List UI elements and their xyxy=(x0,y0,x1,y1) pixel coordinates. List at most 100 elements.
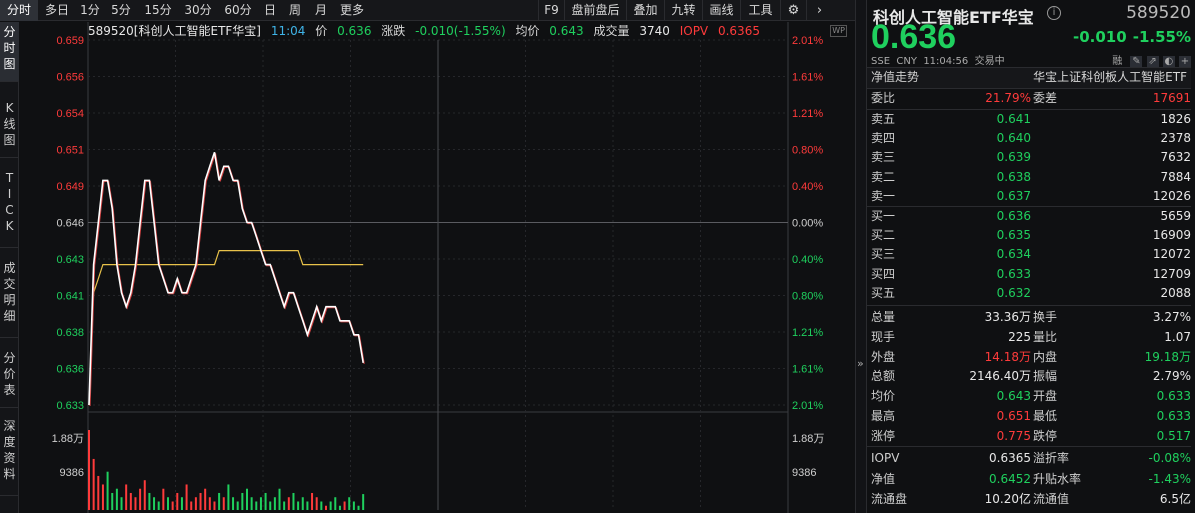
tab-60min[interactable]: 60分 xyxy=(224,3,252,17)
big-change-pct: -1.55% xyxy=(1132,28,1191,46)
pct-tick-label: 1.21% xyxy=(792,327,823,339)
stat-row: 总量 33.36万 换手 3.27% xyxy=(867,308,1191,328)
tab-month[interactable]: 月 xyxy=(314,3,327,17)
stat-value: 33.36万 xyxy=(984,310,1031,324)
volume-bar xyxy=(343,501,346,510)
nav-trend-tab[interactable]: 净值走势 xyxy=(871,70,920,84)
header-price: 0.636 xyxy=(337,24,372,38)
left-tab-price-table[interactable]: 分价表 xyxy=(0,348,19,408)
stat-value: -0.08% xyxy=(1148,451,1191,465)
ask-level-label: 卖二 xyxy=(871,169,896,184)
intraday-chart[interactable]: 589520[科创人工智能ETF华宝] 11:04 价 0.636 涨跌 -0.… xyxy=(20,22,855,513)
tab-multiday[interactable]: 多日 xyxy=(44,3,69,17)
iopv-label: IOPV xyxy=(679,24,709,38)
volume-label: 成交量 xyxy=(593,24,630,38)
ask-volume: 2378 xyxy=(1160,131,1191,146)
volume-bar xyxy=(180,497,183,510)
stat-value: 0.633 xyxy=(1156,409,1191,423)
tab-15min[interactable]: 15分 xyxy=(144,3,172,17)
header-volume: 3740 xyxy=(639,24,670,38)
pre-post-market-button[interactable]: 盘前盘后 xyxy=(564,0,626,21)
volume-bar xyxy=(199,492,202,510)
tab-more[interactable]: 更多 xyxy=(339,3,364,17)
stat-value: 0.517 xyxy=(1156,428,1191,443)
stat-value: 0.775 xyxy=(996,428,1031,443)
volume-bar xyxy=(357,505,360,510)
stat-value: -1.43% xyxy=(1148,471,1191,486)
stat-value: 2.79% xyxy=(1152,369,1191,384)
volume-bar xyxy=(171,501,174,510)
stat-row: 净值 0.6452 升贴水率 -1.43% xyxy=(867,470,1191,490)
gear-icon[interactable]: ⚙ xyxy=(780,0,806,21)
add-icon[interactable]: + xyxy=(1179,56,1191,68)
volume-bar xyxy=(111,492,114,510)
bid-level-label: 买四 xyxy=(871,266,896,281)
alert-icon[interactable]: ◐ xyxy=(1162,56,1175,68)
bid-volume: 12709 xyxy=(1152,266,1191,281)
tab-intraday[interactable]: 分时 xyxy=(0,0,38,21)
left-tab-deep-info[interactable]: 深度资料 xyxy=(0,416,19,496)
pct-tick-label: 0.00% xyxy=(792,218,823,230)
bid-price: 0.633 xyxy=(996,266,1031,281)
panel-collapse-strip[interactable]: » xyxy=(855,0,867,513)
volume-bar xyxy=(315,497,318,510)
volume-bar xyxy=(97,475,100,510)
chevron-right-icon[interactable]: › xyxy=(806,0,832,21)
stat-label: 升贴水率 xyxy=(1033,471,1082,486)
exchange: SSE xyxy=(871,56,891,67)
bid-row: 买三 0.634 12072 xyxy=(867,245,1191,265)
ask-row: 卖四 0.640 2378 xyxy=(867,129,1191,149)
overlay-button[interactable]: 叠加 xyxy=(626,0,664,21)
ask-level-label: 卖三 xyxy=(871,150,896,165)
tab-1min[interactable]: 1分 xyxy=(80,3,100,17)
left-tab-trade-detail[interactable]: 成交明细 xyxy=(0,258,19,338)
draw-line-button[interactable]: 画线 xyxy=(702,0,740,21)
price-tick-label: 0.649 xyxy=(56,181,84,193)
bid-level-label: 买五 xyxy=(871,285,896,300)
volume-bar xyxy=(232,497,235,510)
ask-row: 卖三 0.639 7632 xyxy=(867,148,1191,168)
volume-bar xyxy=(162,488,165,510)
tab-30min[interactable]: 30分 xyxy=(184,3,212,17)
volume-bar xyxy=(190,501,193,510)
volume-bar xyxy=(153,497,156,510)
stat-row: IOPV 0.6365 溢折率 -0.08% xyxy=(867,449,1191,469)
stat-value: 6.5亿 xyxy=(1159,492,1191,506)
ask-row: 卖五 0.641 1826 xyxy=(867,110,1191,130)
tab-week[interactable]: 周 xyxy=(288,3,301,17)
bid-price: 0.635 xyxy=(996,228,1031,243)
tab-day[interactable]: 日 xyxy=(263,3,276,17)
stat-label: 现手 xyxy=(871,329,896,344)
volume-bar xyxy=(283,501,286,510)
tools-button[interactable]: 工具 xyxy=(740,0,780,21)
f9-button[interactable]: F9 xyxy=(538,0,564,21)
nine-turn-button[interactable]: 九转 xyxy=(664,0,702,21)
quote-panel: 科创人工智能ETF华宝 i 589520 0.636 -0.010 -1.55%… xyxy=(867,0,1195,513)
bid-volume: 5659 xyxy=(1160,209,1191,223)
margin-icon[interactable]: 融 xyxy=(1112,56,1123,67)
double-chevron-right-icon[interactable]: » xyxy=(857,357,864,370)
stat-value: 3.27% xyxy=(1152,310,1191,324)
tab-5min[interactable]: 5分 xyxy=(111,3,131,17)
left-tab-label: 深度资料 xyxy=(3,419,16,481)
volume-bar xyxy=(120,497,123,510)
volume-bar xyxy=(334,497,337,510)
ask-price: 0.640 xyxy=(996,131,1031,146)
left-tab-intraday[interactable]: 分时图 xyxy=(0,22,19,82)
weicha-value: 17691 xyxy=(1152,91,1191,105)
edit-icon[interactable]: ✎ xyxy=(1130,56,1143,68)
volume-bar xyxy=(287,497,290,510)
volume-bar xyxy=(143,480,146,510)
panel-mini-icons: 融 ✎ ⇗ ◐ + xyxy=(1112,52,1191,68)
nav-trend-row[interactable]: 净值走势 华宝上证科创板人工智能ETF xyxy=(867,68,1191,88)
volume-bar xyxy=(208,497,211,510)
info-icon[interactable]: i xyxy=(1047,6,1061,20)
big-price: 0.636 xyxy=(871,18,957,56)
quote-meta: SSE CNY 11:04:56 交易中 xyxy=(871,52,1005,67)
volume-bar xyxy=(125,484,128,510)
link-icon[interactable]: ⇗ xyxy=(1146,56,1159,68)
